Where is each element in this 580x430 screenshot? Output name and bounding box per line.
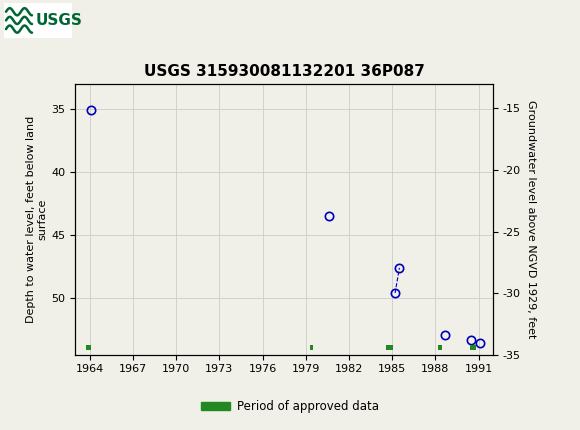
FancyBboxPatch shape <box>4 3 72 38</box>
Text: USGS: USGS <box>36 13 83 28</box>
Y-axis label: Depth to water level, feet below land
surface: Depth to water level, feet below land su… <box>26 116 48 323</box>
Bar <box>470 345 476 350</box>
Y-axis label: Groundwater level above NGVD 1929, feet: Groundwater level above NGVD 1929, feet <box>527 100 536 338</box>
Bar <box>310 345 313 350</box>
Bar <box>438 345 441 350</box>
Title: USGS 315930081132201 36P087: USGS 315930081132201 36P087 <box>144 64 425 79</box>
Bar <box>386 345 393 350</box>
Legend: Period of approved data: Period of approved data <box>196 395 384 418</box>
Bar <box>86 345 91 350</box>
